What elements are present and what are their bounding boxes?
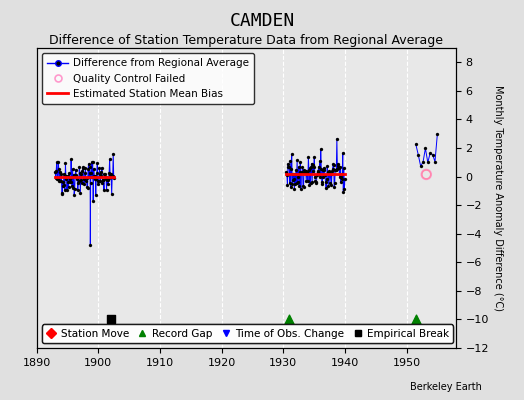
Point bbox=[422, 171, 431, 178]
Point bbox=[106, 316, 115, 323]
Point bbox=[285, 316, 293, 323]
Text: Berkeley Earth: Berkeley Earth bbox=[410, 382, 482, 392]
Legend: Station Move, Record Gap, Time of Obs. Change, Empirical Break: Station Move, Record Gap, Time of Obs. C… bbox=[42, 324, 453, 343]
Title: Difference of Station Temperature Data from Regional Average: Difference of Station Temperature Data f… bbox=[49, 34, 443, 47]
Point bbox=[412, 316, 420, 323]
Text: CAMDEN: CAMDEN bbox=[230, 12, 294, 30]
Point bbox=[422, 171, 431, 178]
Y-axis label: Monthly Temperature Anomaly Difference (°C): Monthly Temperature Anomaly Difference (… bbox=[493, 85, 503, 311]
